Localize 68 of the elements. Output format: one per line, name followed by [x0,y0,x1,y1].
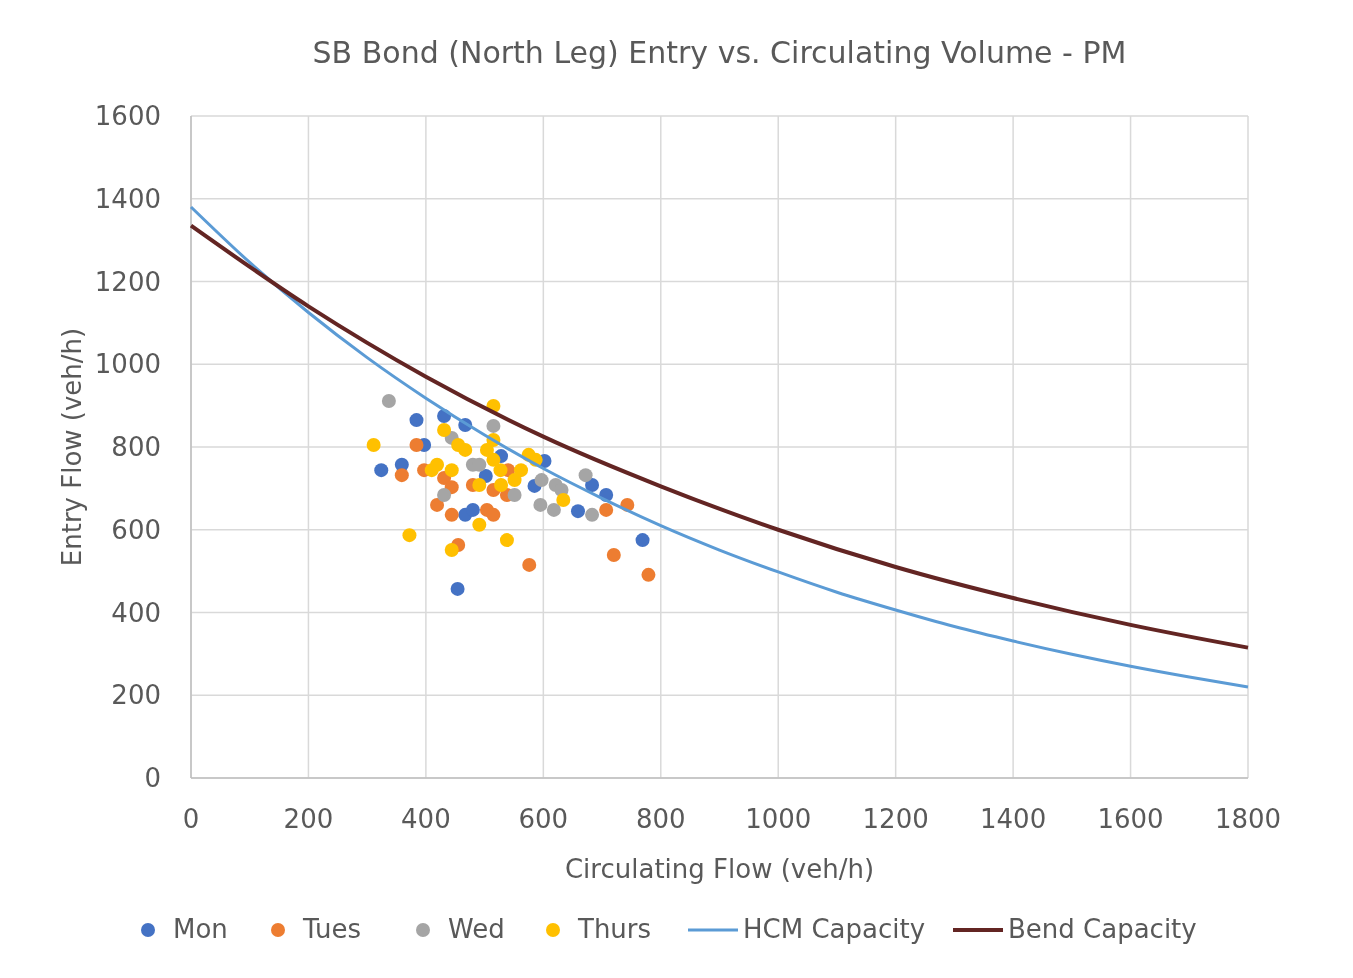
y-axis-title: Entry Flow (veh/h) [57,327,87,567]
y-tick-label: 1400 [94,183,161,214]
point [486,452,501,467]
point [514,463,529,478]
point [402,528,417,543]
x-tick-label: 1400 [980,804,1047,834]
point [394,468,409,483]
chart-title: SB Bond (North Leg) Entry vs. Circulating Volume - PM [312,35,1127,70]
point [437,423,452,438]
point [534,473,549,488]
point [444,543,459,558]
point [458,442,473,457]
y-tick-label: 600 [111,514,161,545]
legend-label: HCM Capacity [743,914,926,944]
x-tick-label: 800 [635,804,686,834]
y-tick-label: 0 [144,763,161,793]
point [437,488,452,502]
point [486,507,501,522]
point [533,497,548,512]
point [444,463,459,478]
point [499,533,514,548]
point [546,502,561,517]
x-tick-label: 200 [283,804,334,834]
legend-label: Tues [302,914,361,944]
point [556,492,571,507]
x-tick-label: 400 [401,804,451,834]
y-tick-label: 1000 [94,349,161,380]
point [578,468,593,483]
y-tick-label: 1200 [94,266,161,297]
x-tick-label: 1200 [862,804,929,834]
legend-label: Mon [173,914,228,944]
point [444,507,459,522]
x-axis-title: Circulating Flow (veh/h) [564,854,875,884]
point [635,533,650,548]
point [430,497,445,512]
legend-label: Wed [448,914,505,944]
y-tick-label: 200 [111,680,161,711]
point [522,557,537,572]
point [493,463,508,478]
point [366,437,381,452]
y-tick-label: 800 [111,432,161,462]
point [374,463,389,478]
point [450,581,465,596]
legend-label: Bend Capacity [1008,914,1197,944]
point [430,457,445,472]
point [570,504,585,519]
legend-label: Thurs [577,914,652,944]
point [486,418,501,433]
x-tick-label: 1000 [745,804,812,834]
point [494,478,509,493]
x-tick-label: 0 [182,804,200,834]
y-tick-label: 1600 [94,101,161,131]
point [409,413,424,428]
x-tick-label: 1800 [1214,804,1282,834]
point [599,502,614,517]
point [507,488,522,502]
point [641,567,656,582]
y-tick-label: 400 [111,597,161,628]
point [465,502,480,517]
point [409,437,424,452]
x-tick-label: 600 [518,804,569,834]
point [472,517,487,532]
point [585,507,600,522]
point [507,473,522,488]
point [381,394,396,409]
point [472,478,487,493]
point [606,547,621,562]
x-tick-label: 1600 [1097,804,1164,834]
